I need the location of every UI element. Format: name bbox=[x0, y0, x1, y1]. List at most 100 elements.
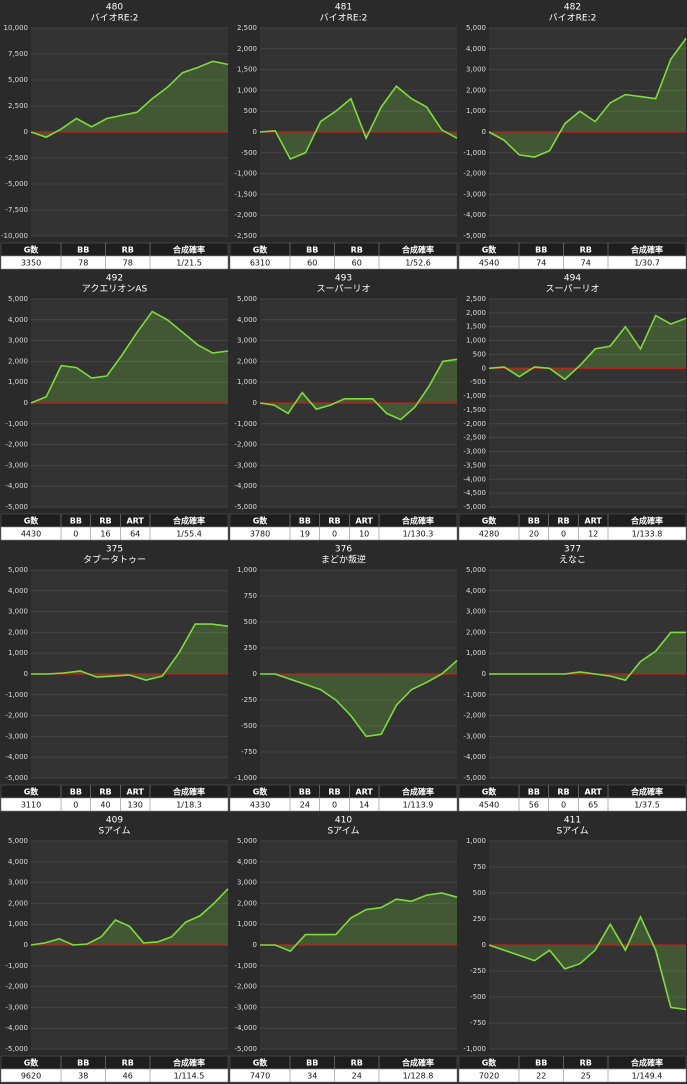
y-tick-label: -750 bbox=[241, 748, 257, 756]
table-header: BB bbox=[70, 517, 82, 526]
table-value: 1/18.3 bbox=[176, 801, 202, 810]
y-tick-label: -1,000 bbox=[234, 420, 257, 428]
y-tick-label: 2,000 bbox=[237, 357, 257, 365]
chart-subtitle: バイオRE:2 bbox=[91, 13, 139, 24]
y-tick-label: 0 bbox=[24, 670, 28, 678]
chart-subtitle: Sアイム bbox=[98, 826, 130, 837]
y-tick-label: 3,000 bbox=[8, 608, 28, 616]
y-tick-label: 4,000 bbox=[237, 316, 257, 324]
y-tick-label: -2,000 bbox=[463, 170, 486, 178]
y-tick-label: 0 bbox=[482, 670, 486, 678]
y-tick-label: -1,000 bbox=[463, 691, 486, 699]
y-tick-label: 1,000 bbox=[466, 337, 486, 345]
table-row-bg bbox=[229, 797, 458, 812]
table-header: BB bbox=[77, 1059, 89, 1068]
table-header: BB bbox=[299, 788, 311, 797]
table-value: 60 bbox=[352, 259, 362, 268]
y-tick-label: 3,000 bbox=[466, 66, 486, 74]
line bbox=[259, 85, 458, 161]
table-value: 25 bbox=[581, 1072, 591, 1081]
y-tick-label: -3,000 bbox=[463, 732, 486, 740]
table-value: 56 bbox=[529, 801, 539, 810]
line bbox=[489, 631, 686, 682]
y-tick-label: -2,000 bbox=[5, 983, 28, 991]
table-header: RB bbox=[328, 788, 340, 797]
y-tick-label: 0 bbox=[253, 941, 257, 949]
y-tick-label: 0 bbox=[24, 941, 28, 949]
table-header: 合成確率 bbox=[630, 1058, 663, 1068]
chart-title: 376 bbox=[335, 545, 352, 555]
y-tick-label: -5,000 bbox=[5, 503, 28, 511]
y-tick-label: 1,000 bbox=[466, 837, 486, 845]
table-header: ART bbox=[126, 517, 144, 526]
table-header: G数 bbox=[482, 245, 498, 255]
area bbox=[31, 624, 228, 681]
y-tick-label: -500 bbox=[241, 149, 257, 157]
table-header: RB bbox=[580, 1059, 592, 1068]
y-tick-label: 1,000 bbox=[237, 378, 257, 386]
table-value: 0 bbox=[332, 801, 337, 810]
y-tick-label: 750 bbox=[244, 592, 257, 600]
table-row-bg bbox=[458, 526, 687, 541]
table-header: G数 bbox=[482, 787, 498, 797]
y-tick-label: -2,000 bbox=[5, 712, 28, 720]
y-tick-label: -4,000 bbox=[5, 482, 28, 490]
table-header: 合成確率 bbox=[401, 245, 434, 255]
line bbox=[30, 888, 229, 946]
y-tick-label: 2,000 bbox=[466, 86, 486, 94]
y-tick-label: -1,000 bbox=[5, 420, 28, 428]
y-tick-label: -1,000 bbox=[5, 691, 28, 699]
plot-area bbox=[489, 299, 686, 507]
y-tick-label: -2,000 bbox=[234, 441, 257, 449]
y-tick-label: -750 bbox=[470, 1019, 486, 1027]
chart-subtitle: スーパーリオ bbox=[546, 284, 600, 295]
y-tick-label: 500 bbox=[473, 350, 486, 358]
y-tick-label: 250 bbox=[244, 644, 257, 652]
table-value: 14 bbox=[359, 801, 369, 810]
line bbox=[488, 914, 687, 1011]
y-tick-label: -5,000 bbox=[5, 774, 28, 782]
y-tick-label: 1,500 bbox=[466, 323, 486, 331]
y-tick-label: 4,000 bbox=[466, 45, 486, 53]
table-value: 1/114.5 bbox=[174, 1072, 205, 1081]
table-row-bg bbox=[458, 1068, 687, 1083]
y-tick-label: 0 bbox=[24, 399, 28, 407]
y-tick-label: -1,500 bbox=[463, 406, 486, 414]
y-tick-label: 0 bbox=[482, 128, 486, 136]
table-value: 4430 bbox=[21, 530, 41, 539]
table-value: 64 bbox=[130, 530, 140, 539]
y-tick-label: 2,500 bbox=[8, 102, 28, 110]
y-tick-label: -3,000 bbox=[463, 448, 486, 456]
y-tick-label: 750 bbox=[473, 863, 486, 871]
table-value: 1/149.4 bbox=[632, 1072, 663, 1081]
y-tick-label: 1,000 bbox=[8, 920, 28, 928]
table-header: RB bbox=[328, 517, 340, 526]
y-tick-label: -3,000 bbox=[5, 461, 28, 469]
y-tick-label: 4,000 bbox=[237, 858, 257, 866]
table-header: BB bbox=[70, 788, 82, 797]
table-value: 16 bbox=[100, 530, 110, 539]
y-tick-label: -500 bbox=[241, 722, 257, 730]
chart-title: 375 bbox=[106, 545, 123, 555]
y-tick-label: -7,500 bbox=[5, 206, 28, 214]
y-tick-label: 2,000 bbox=[237, 899, 257, 907]
table-value: 24 bbox=[352, 1072, 362, 1081]
y-tick-label: -2,000 bbox=[234, 211, 257, 219]
y-tick-label: 0 bbox=[253, 399, 257, 407]
chart-subtitle: バイオRE:2 bbox=[549, 13, 597, 24]
y-tick-label: -2,500 bbox=[234, 232, 257, 240]
y-tick-label: -4,000 bbox=[463, 475, 486, 483]
chart-subtitle: まどか叛逆 bbox=[321, 554, 366, 566]
table-value: 4540 bbox=[479, 801, 499, 810]
table-value: 74 bbox=[536, 259, 546, 268]
table-value: 4280 bbox=[479, 530, 499, 539]
table-header: 合成確率 bbox=[630, 787, 663, 797]
table-header: RB bbox=[557, 517, 569, 526]
y-tick-label: 3,000 bbox=[466, 608, 486, 616]
table-header: ART bbox=[355, 517, 373, 526]
y-tick-label: -2,000 bbox=[463, 712, 486, 720]
chart-subtitle: タブータトゥー bbox=[83, 554, 146, 566]
table-header: 合成確率 bbox=[630, 245, 663, 255]
y-tick-label: 500 bbox=[244, 107, 257, 115]
table-value: 9620 bbox=[21, 1072, 41, 1081]
